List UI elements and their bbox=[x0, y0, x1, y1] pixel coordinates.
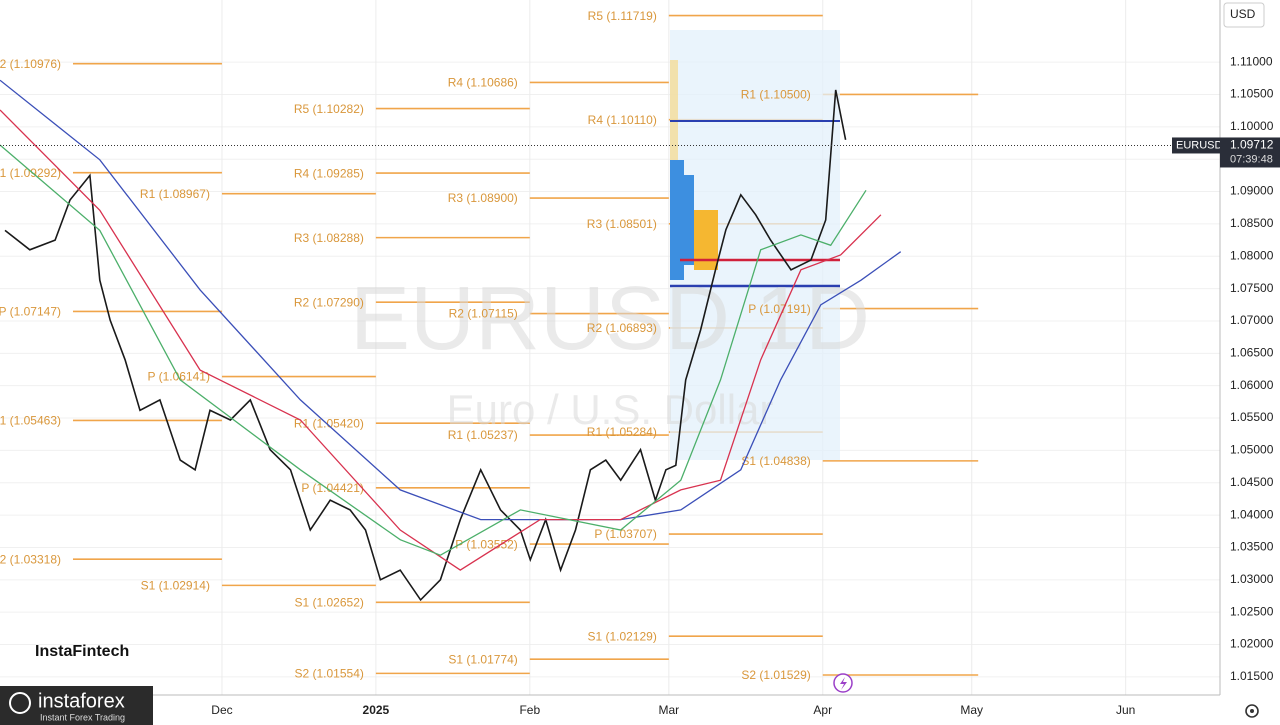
pivot-label: R5 (1.10282) bbox=[294, 102, 364, 116]
y-tick-label: 1.08500 bbox=[1230, 216, 1274, 230]
x-tick-label: Feb bbox=[519, 703, 540, 717]
countdown-label: 07:39:48 bbox=[1230, 153, 1273, 165]
pivot-label: R2 (1.07115) bbox=[449, 307, 518, 321]
pivot-label: P (1.03552) bbox=[455, 537, 518, 551]
pivot-label: S1 (1.02914) bbox=[141, 579, 210, 593]
y-tick-label: 1.10000 bbox=[1230, 119, 1274, 133]
pivot-label: R1 (1.10500) bbox=[741, 88, 811, 102]
watermark-subtitle: Euro / U.S. Dollar bbox=[447, 386, 774, 433]
y-tick-label: 1.05500 bbox=[1230, 410, 1274, 424]
symbol-label: EURUSD bbox=[1176, 139, 1223, 151]
currency-label: USD bbox=[1230, 7, 1256, 21]
axes: 1.110001.105001.100001.095001.090001.085… bbox=[211, 54, 1280, 717]
y-tick-label: 1.10500 bbox=[1230, 87, 1274, 101]
pivot-label: R1 (1.09292) bbox=[0, 166, 61, 180]
y-tick-label: 1.11000 bbox=[1230, 54, 1273, 68]
logo-text: instaforex bbox=[38, 690, 125, 712]
price-label: 1.09712 bbox=[1230, 138, 1274, 152]
event-bolt bbox=[840, 677, 847, 690]
logo-box bbox=[0, 686, 153, 725]
pivot-label: S1 (1.02129) bbox=[587, 629, 656, 643]
moving-average bbox=[0, 144, 867, 556]
pivot-label: P (1.07147) bbox=[0, 305, 61, 319]
pivot-label: S1 (1.05463) bbox=[0, 414, 61, 428]
y-tick-label: 1.03500 bbox=[1230, 540, 1274, 554]
y-tick-label: 1.05000 bbox=[1230, 443, 1274, 457]
pivot-label: R3 (1.08900) bbox=[448, 191, 518, 205]
y-tick-label: 1.06000 bbox=[1230, 378, 1274, 392]
logo-mark bbox=[9, 692, 31, 714]
y-tick-label: 1.06500 bbox=[1230, 345, 1274, 359]
x-tick-label: Dec bbox=[211, 703, 232, 717]
pivot-label: P (1.03707) bbox=[594, 527, 657, 541]
price-line bbox=[4, 89, 847, 602]
pivot-label: R2 (1.07290) bbox=[294, 295, 364, 309]
watermark-title: EURUSD 1D bbox=[350, 269, 870, 369]
price-badge bbox=[1220, 137, 1280, 168]
brand-watermark: InstaFintech bbox=[35, 643, 129, 660]
x-tick-label: Mar bbox=[659, 703, 680, 717]
y-tick-label: 1.03000 bbox=[1230, 572, 1274, 586]
x-tick-label: May bbox=[960, 703, 983, 717]
y-tick-label: 1.09000 bbox=[1230, 184, 1274, 198]
price-axis bbox=[1220, 0, 1280, 725]
time-axis bbox=[0, 695, 1220, 725]
y-tick-label: 1.08000 bbox=[1230, 248, 1274, 262]
pivot-label: R4 (1.10110) bbox=[588, 113, 657, 127]
x-tick-label: Jun bbox=[1116, 703, 1135, 717]
pivot-label: R4 (1.09285) bbox=[294, 166, 364, 180]
pivot-label: S2 (1.03318) bbox=[0, 552, 61, 566]
y-tick-label: 1.04000 bbox=[1230, 507, 1274, 521]
pivot-label: S2 (1.01529) bbox=[741, 668, 810, 682]
y-tick-label: 1.07000 bbox=[1230, 313, 1274, 327]
pivot-label: R4 (1.10686) bbox=[448, 76, 518, 90]
y-tick-label: 1.04500 bbox=[1230, 475, 1274, 489]
settings-dot bbox=[1250, 709, 1254, 713]
pivot-label: R5 (1.11719) bbox=[588, 9, 657, 23]
y-tick-label: 1.02000 bbox=[1230, 637, 1274, 651]
pivot-label: S2 (1.01554) bbox=[294, 667, 363, 681]
pivot-label: R1 (1.08967) bbox=[140, 187, 210, 201]
pivot-label: R2 (1.06893) bbox=[587, 321, 657, 335]
pivot-label: P (1.04421) bbox=[301, 481, 364, 495]
x-tick-label: 2025 bbox=[363, 703, 390, 717]
y-tick-label: 1.01500 bbox=[1230, 669, 1274, 683]
y-tick-label: 1.07500 bbox=[1230, 281, 1274, 295]
pivot-label: S1 (1.01774) bbox=[448, 652, 517, 666]
x-tick-label: Apr bbox=[813, 703, 832, 717]
pivot-label: P (1.07191) bbox=[748, 302, 811, 316]
pivot-label: S1 (1.02652) bbox=[294, 596, 363, 610]
y-tick-label: 1.02500 bbox=[1230, 604, 1274, 618]
overlay: R2 (1.10976) R1 (1.09292) P (1.07147) S1 (1… bbox=[0, 9, 1220, 682]
pivot-label: R2 (1.10976) bbox=[0, 57, 61, 71]
logo-tagline: Instant Forex Trading bbox=[40, 712, 125, 722]
pivot-label: R1 (1.05237) bbox=[448, 428, 518, 442]
pivot-label: R3 (1.08288) bbox=[294, 231, 364, 245]
currency-button[interactable] bbox=[1223, 2, 1265, 28]
pivot-label: R3 (1.08501) bbox=[587, 217, 657, 231]
moving-average bbox=[0, 109, 882, 571]
volume-profile bbox=[670, 60, 718, 280]
pivot-label: R1 (1.05284) bbox=[587, 425, 657, 439]
settings-icon[interactable] bbox=[1245, 704, 1259, 718]
symbol-badge bbox=[1172, 137, 1220, 154]
pivot-label: S1 (1.04838) bbox=[741, 454, 810, 468]
pivot-label: R1 (1.05420) bbox=[294, 416, 364, 430]
